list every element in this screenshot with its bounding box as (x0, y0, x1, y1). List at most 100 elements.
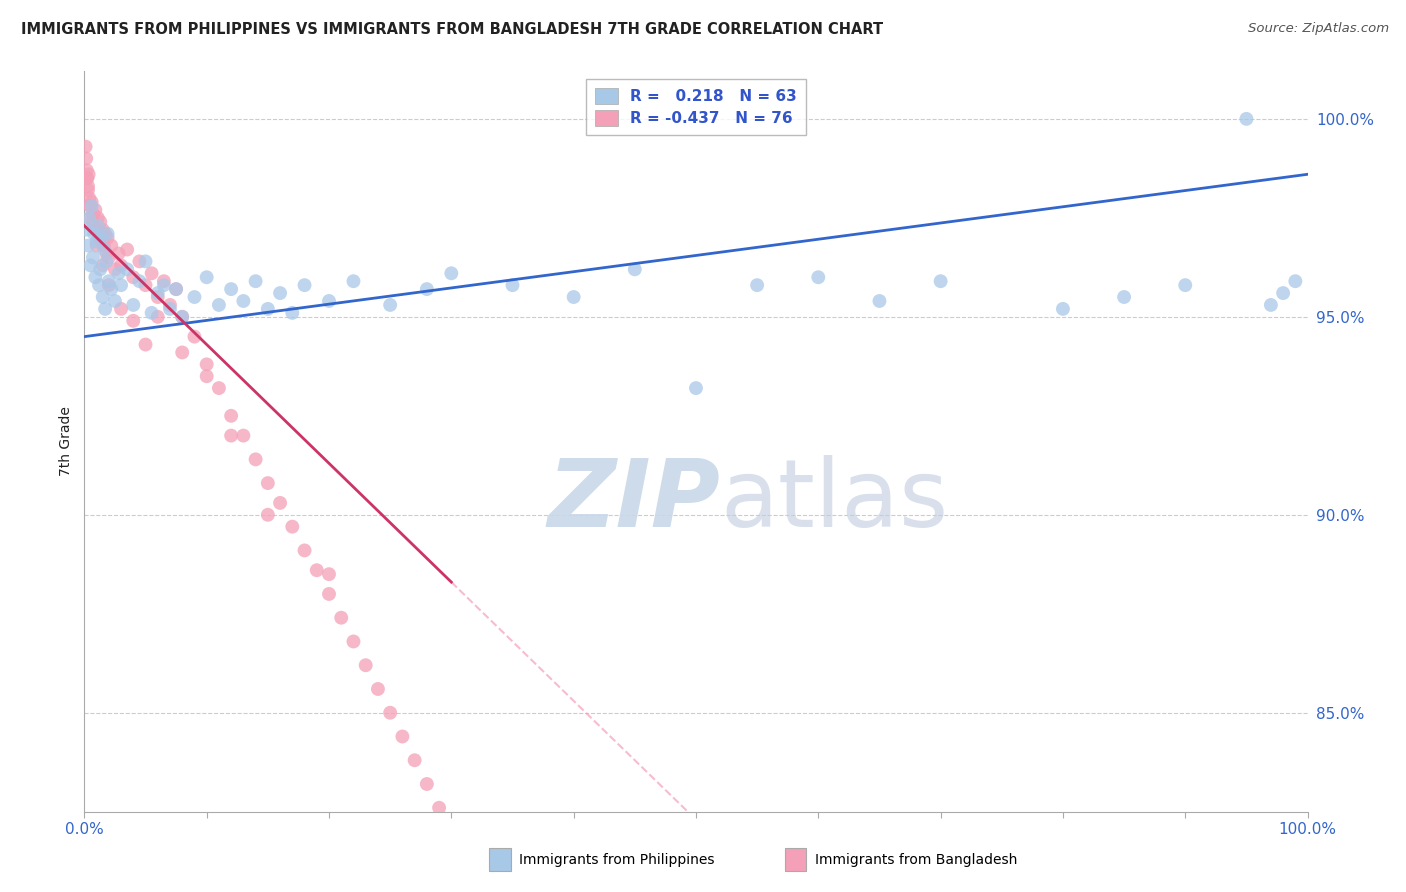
Point (318, 293, 340, 308)
Point (141, 306, 163, 320)
Point (83, 219, 105, 233)
Point (294, 278, 316, 293)
Point (208, 381, 231, 395)
Point (195, 369, 218, 384)
Point (281, 306, 304, 320)
Point (128, 254, 150, 268)
Point (104, 293, 127, 308)
Point (77, 179, 100, 194)
Point (110, 258, 132, 272)
Point (107, 246, 129, 260)
Point (869, 293, 891, 308)
Point (82, 251, 104, 265)
Text: atlas: atlas (720, 455, 949, 547)
Point (141, 266, 163, 280)
Point (93, 243, 115, 257)
Point (77, 238, 100, 252)
Point (380, 706, 402, 720)
Point (342, 634, 364, 648)
Point (367, 681, 389, 696)
Point (1236, 112, 1258, 126)
Point (269, 286, 291, 301)
Point (79, 211, 101, 225)
Point (318, 567, 340, 582)
Point (97, 278, 120, 293)
Point (354, 658, 377, 673)
Point (427, 801, 450, 815)
Point (91, 290, 114, 304)
Point (110, 278, 132, 293)
Point (1174, 278, 1197, 293)
Point (79, 199, 101, 213)
Point (96, 254, 118, 268)
Point (91, 258, 114, 272)
Point (281, 519, 304, 533)
Point (97, 230, 120, 244)
Point (1052, 301, 1074, 316)
Point (122, 270, 145, 285)
Point (219, 282, 242, 296)
Point (86, 235, 108, 249)
Point (391, 730, 413, 744)
Legend: R =   0.218   N = 63, R = -0.437   N = 76: R = 0.218 N = 63, R = -0.437 N = 76 (586, 79, 806, 136)
Point (97, 227, 120, 241)
Point (1284, 274, 1306, 288)
Point (76, 171, 98, 186)
Point (77, 167, 100, 181)
Point (183, 329, 205, 343)
Point (257, 301, 280, 316)
Point (90, 230, 112, 244)
Point (122, 298, 145, 312)
Point (93, 238, 115, 252)
Point (172, 345, 194, 359)
Point (82, 207, 104, 221)
Point (122, 314, 145, 328)
Point (104, 262, 127, 277)
Point (86, 223, 108, 237)
Point (76, 171, 98, 186)
Text: Source: ZipAtlas.com: Source: ZipAtlas.com (1249, 22, 1389, 36)
Point (219, 409, 242, 423)
Point (89, 215, 111, 229)
Point (94, 301, 117, 316)
Text: Immigrants from Bangladesh: Immigrants from Bangladesh (814, 853, 1017, 867)
Point (76, 223, 98, 237)
Point (562, 290, 585, 304)
Text: IMMIGRANTS FROM PHILIPPINES VS IMMIGRANTS FROM BANGLADESH 7TH GRADE CORRELATION : IMMIGRANTS FROM PHILIPPINES VS IMMIGRANT… (21, 22, 883, 37)
Point (97, 274, 120, 288)
Point (80, 194, 103, 209)
Point (330, 611, 353, 625)
Point (747, 278, 769, 293)
Point (416, 777, 439, 791)
Point (77, 183, 100, 197)
Point (100, 238, 122, 252)
Point (84, 202, 107, 217)
Point (94, 227, 117, 241)
Point (135, 337, 157, 351)
Point (115, 262, 138, 277)
Point (153, 274, 176, 288)
Point (294, 543, 316, 558)
Point (1114, 290, 1136, 304)
Point (159, 298, 181, 312)
Point (305, 563, 328, 577)
Point (90, 235, 112, 249)
Point (257, 476, 280, 491)
Point (146, 286, 169, 301)
Point (404, 753, 426, 767)
Point (269, 496, 291, 510)
Point (77, 211, 100, 225)
Point (257, 508, 280, 522)
Point (87, 211, 110, 225)
Point (128, 274, 150, 288)
Point (115, 243, 138, 257)
Point (685, 381, 707, 395)
Point (232, 428, 254, 442)
Point (89, 262, 111, 277)
Point (245, 274, 267, 288)
Point (929, 274, 952, 288)
Point (245, 452, 267, 467)
Point (79, 199, 101, 213)
Point (91, 223, 114, 237)
Point (146, 290, 169, 304)
